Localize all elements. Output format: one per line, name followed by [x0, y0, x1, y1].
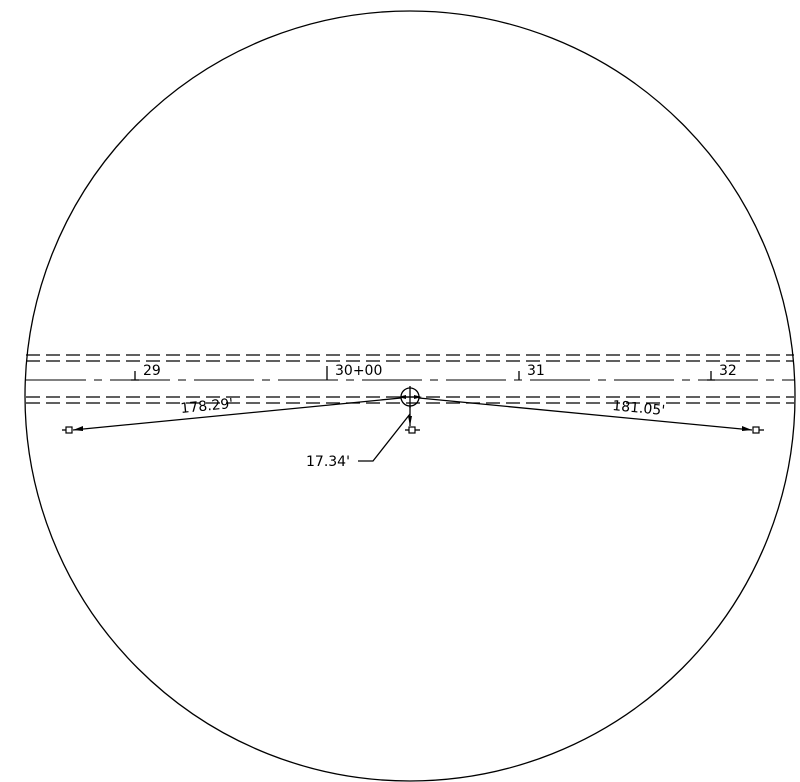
station-30: 30+00 [326, 363, 382, 380]
upper-row-lines [26, 354, 794, 362]
left-distance-label: 178.29' [180, 396, 234, 417]
offset-leader [358, 413, 411, 462]
station-label-30: 30+00 [335, 363, 382, 379]
center-point-symbol [398, 386, 422, 408]
station-label-31: 31 [527, 363, 545, 379]
station-label-29: 29 [143, 363, 161, 379]
right-point-marker [752, 426, 760, 434]
view-circle [24, 10, 796, 782]
right-measure-line [418, 397, 764, 434]
station-label-32: 32 [719, 363, 737, 379]
left-measure-line [62, 397, 402, 434]
offset-point-marker [408, 426, 416, 434]
station-29: 29 [131, 363, 161, 381]
station-32: 32 [707, 363, 737, 381]
left-point-marker [65, 426, 73, 434]
offset-measure-line [405, 406, 420, 434]
station-31: 31 [518, 363, 545, 380]
right-distance-label: 181.05' [612, 398, 666, 419]
offset-distance-label: 17.34' [306, 454, 350, 470]
